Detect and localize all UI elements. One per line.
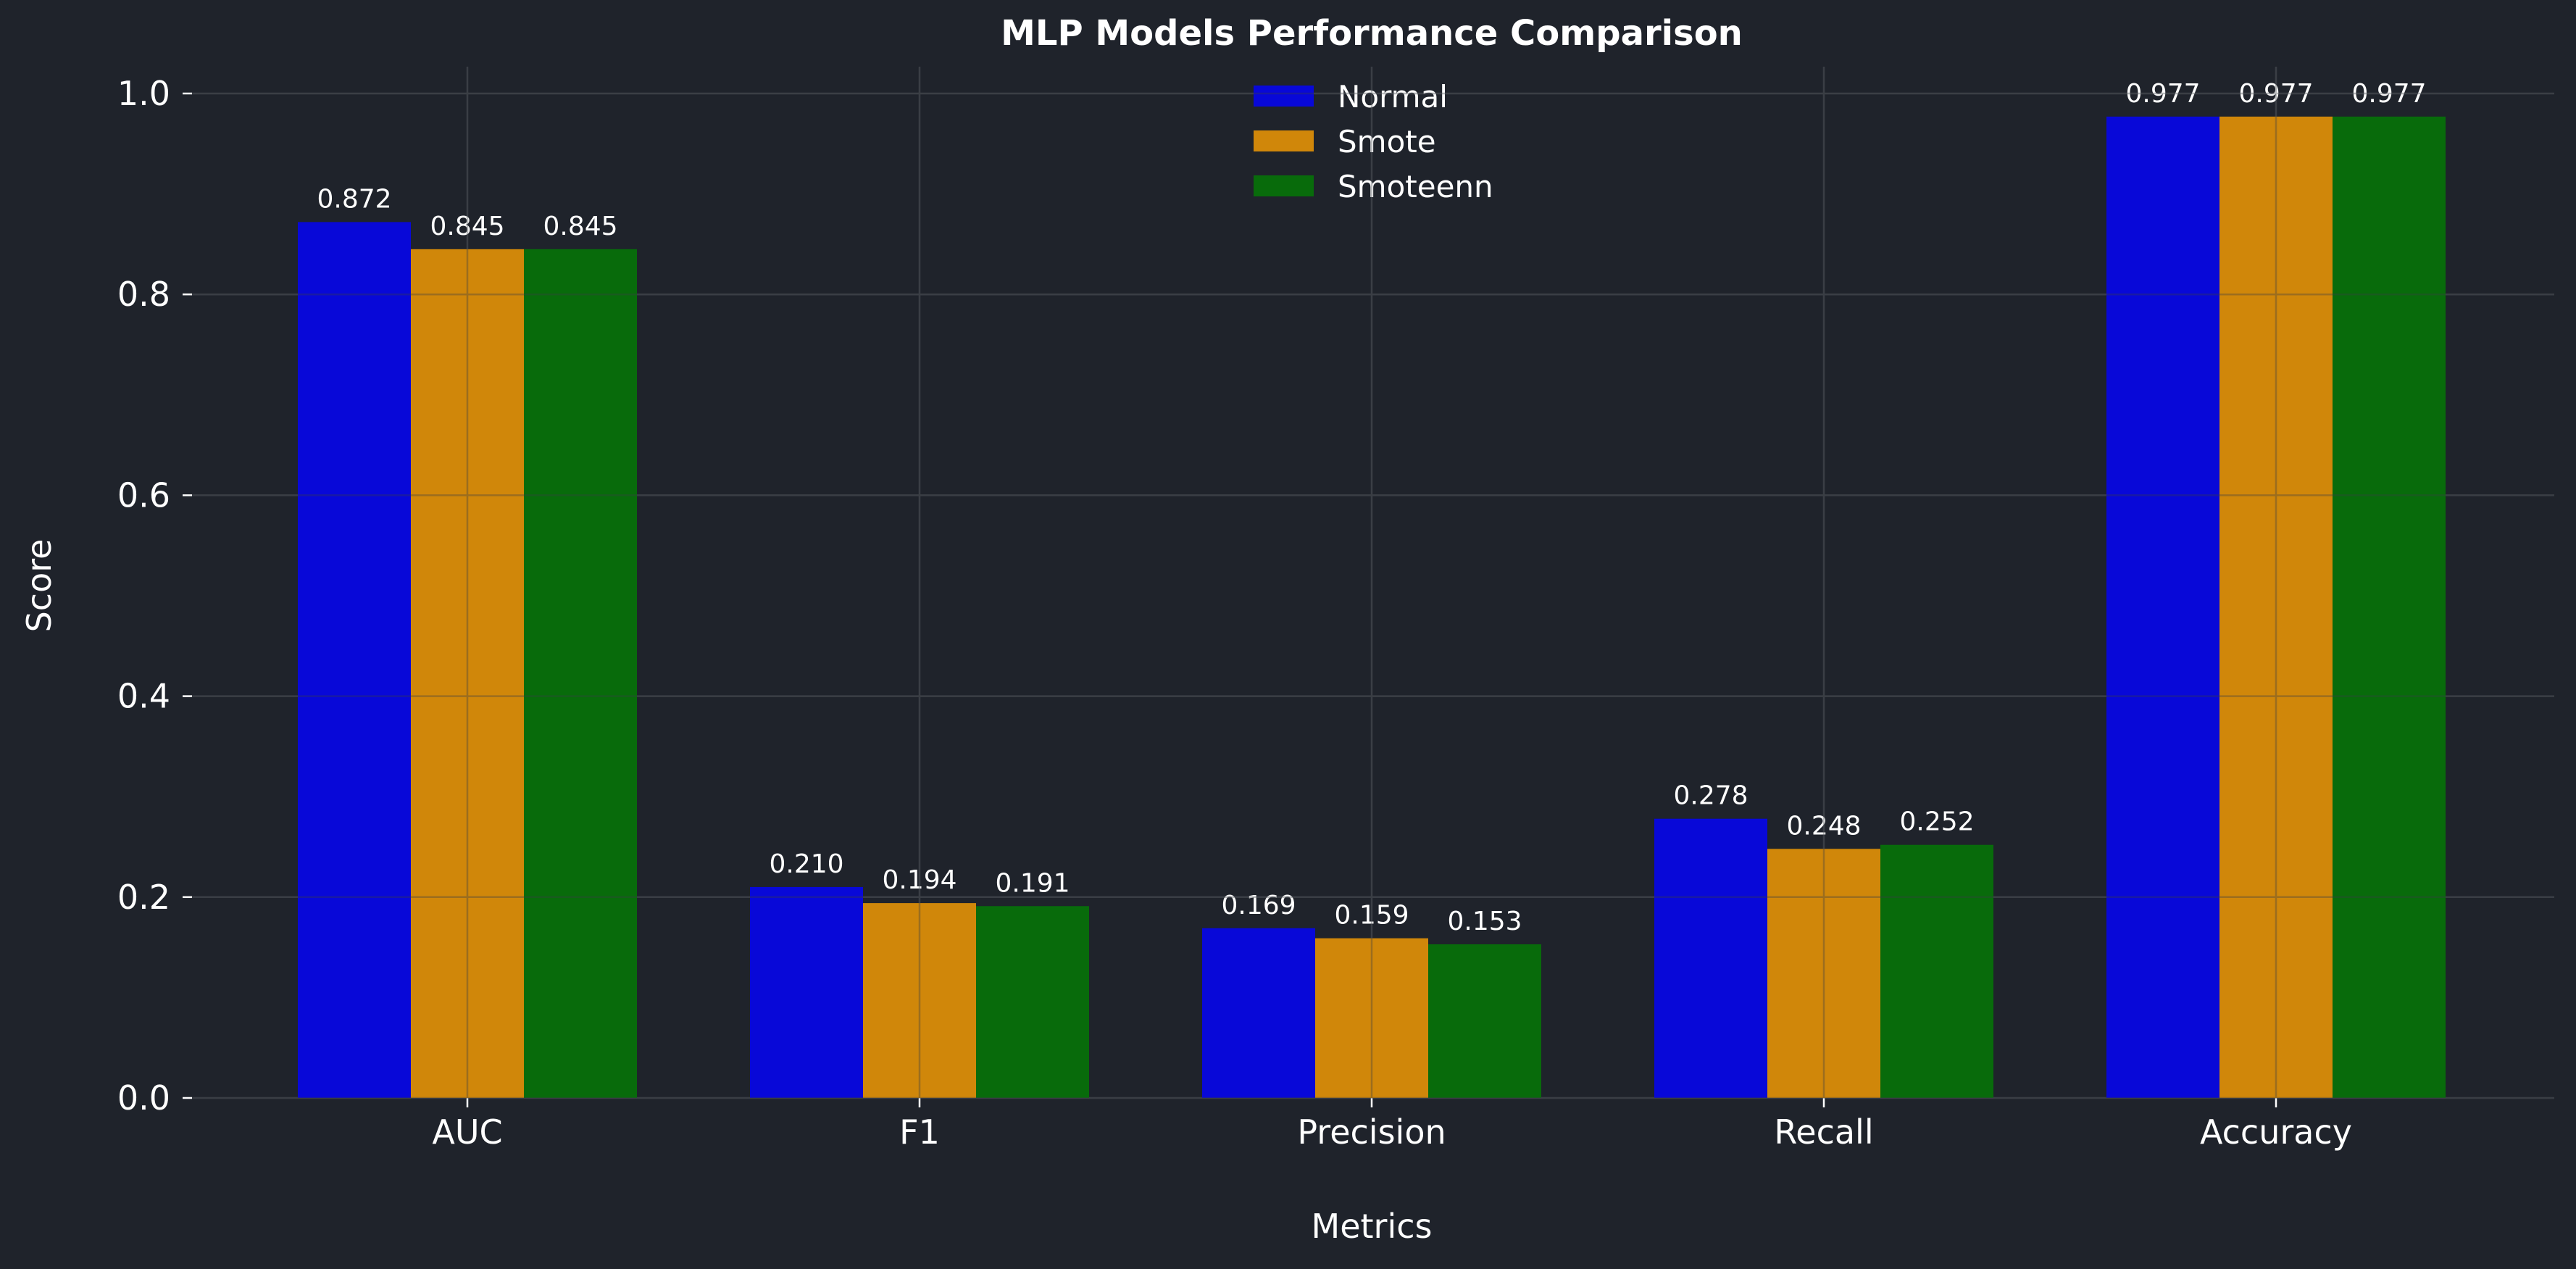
bar-smote	[1767, 849, 1880, 1098]
data-label: 0.977	[2351, 79, 2426, 109]
y-axis-label: Score	[20, 539, 59, 633]
data-label: 0.210	[769, 849, 843, 879]
x-tick-label: F1	[899, 1112, 940, 1152]
bar-smote	[2219, 116, 2333, 1098]
data-label: 0.153	[1447, 907, 1522, 936]
bar-normal	[750, 886, 863, 1098]
bar-normal	[1654, 818, 1767, 1098]
data-label: 0.194	[882, 865, 956, 895]
x-axis-label: Metrics	[1312, 1207, 1433, 1246]
chart-title: MLP Models Performance Comparison	[1001, 13, 1743, 54]
data-label: 0.872	[317, 184, 391, 214]
bar-normal	[2106, 116, 2219, 1098]
data-label: 0.252	[1899, 807, 1974, 837]
legend-swatch-normal	[1254, 86, 1314, 107]
bar-smoteenn	[1428, 944, 1541, 1098]
data-label: 0.977	[2125, 79, 2200, 109]
y-tick-label: 0.0	[117, 1078, 170, 1118]
grid-overlay	[192, 67, 2554, 1099]
bar-smote	[411, 249, 524, 1099]
data-label: 0.159	[1334, 901, 1409, 931]
data-label: 0.845	[430, 212, 504, 241]
bar-smoteenn	[524, 249, 637, 1099]
legend-label-normal: Normal	[1338, 79, 1448, 115]
legend-label-smote: Smote	[1338, 124, 1436, 159]
data-label: 0.977	[2238, 79, 2313, 109]
y-tick-label: 0.4	[117, 677, 170, 716]
data-label: 0.169	[1221, 891, 1296, 920]
bar-smoteenn	[2333, 116, 2446, 1098]
bar-smote	[863, 903, 976, 1098]
bar-smote	[1315, 938, 1428, 1098]
legend-swatch-smoteenn	[1254, 175, 1314, 196]
y-tick-label: 0.2	[117, 878, 170, 917]
y-tick-label: 0.8	[117, 275, 170, 314]
data-label: 0.191	[995, 868, 1070, 898]
data-labels-layer: 0.872 0.210 0.169 0.278 0.977 0.845 0.194 0.159…	[317, 79, 2426, 936]
legend: Normal Smote Smoteenn	[1254, 79, 1493, 204]
legend-label-smoteenn: Smoteenn	[1338, 169, 1493, 204]
y-tick-label: 0.6	[117, 475, 170, 515]
x-tick-label: AUC	[432, 1112, 502, 1152]
axis-layer: 0.0 0.2 0.4 0.6 0.8 1.0 AUC F1 Precision Recall Ac…	[117, 74, 2352, 1152]
bar-normal	[298, 222, 411, 1099]
bars-layer	[298, 116, 2446, 1099]
x-tick-label: Recall	[1774, 1112, 1873, 1152]
y-tick-label: 1.0	[117, 74, 170, 113]
data-label: 0.845	[543, 212, 617, 241]
x-tick-label: Precision	[1297, 1112, 1446, 1152]
legend-swatch-smote	[1254, 130, 1314, 151]
data-label: 0.248	[1786, 811, 1861, 841]
x-tick-label: Accuracy	[2200, 1112, 2352, 1152]
bar-smoteenn	[976, 906, 1089, 1098]
data-label: 0.278	[1673, 781, 1748, 811]
bar-normal	[1202, 928, 1315, 1098]
bar-smoteenn	[1880, 844, 1993, 1098]
